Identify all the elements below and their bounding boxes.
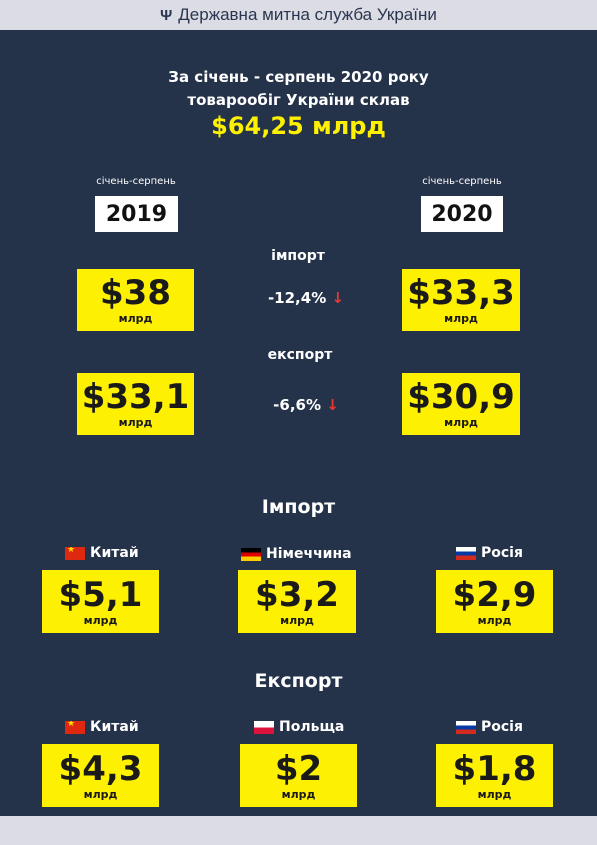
country-name: Польща <box>279 719 345 735</box>
import-germany-value: $3,2 <box>255 574 339 615</box>
footer-bar <box>0 816 597 845</box>
country-name: Китай <box>90 719 139 735</box>
china-flag-icon: ★ <box>65 720 85 734</box>
import-2020-box: $33,3 млрд <box>402 269 520 331</box>
header-title: Державна митна служба України <box>178 5 437 24</box>
import-change-value: -12,4% <box>267 289 327 307</box>
import-label: імпорт <box>271 248 325 264</box>
import-2019-box: $38 млрд <box>77 269 194 331</box>
import-change: -12,4% ↓ <box>226 289 386 307</box>
import-2019-value: $38 <box>100 273 171 313</box>
export-poland-value: $2 <box>274 748 323 789</box>
export-2020-box: $30,9 млрд <box>402 373 520 435</box>
export-china-value: $4,3 <box>58 748 143 789</box>
country-name: Росія <box>481 719 523 735</box>
export-russia-value: $1,8 <box>452 748 537 789</box>
export-2019-value: $33,1 <box>81 377 190 417</box>
import-country-russia: Росія <box>456 545 523 561</box>
import-russia-box: $2,9 млрд <box>436 570 553 633</box>
header-bar: Ψ Державна митна служба України <box>0 0 597 30</box>
export-section-title: Експорт <box>254 670 343 692</box>
headline-line2: товарообіг України склав <box>187 91 410 109</box>
headline-total: $64,25 млрд <box>211 112 386 140</box>
import-china-value: $5,1 <box>58 574 143 615</box>
year-2019: 2019 <box>105 201 168 227</box>
export-china-unit: млрд <box>83 787 118 801</box>
export-poland-box: $2 млрд <box>240 744 357 807</box>
import-germany-box: $3,2 млрд <box>238 570 356 633</box>
down-arrow-icon: ↓ <box>331 289 345 307</box>
export-russia-unit: млрд <box>477 787 512 801</box>
import-country-germany: Німеччина <box>241 546 352 562</box>
import-china-unit: млрд <box>83 613 118 627</box>
export-country-poland: Польща <box>254 719 344 735</box>
country-name: Росія <box>481 545 523 561</box>
export-2019-box: $33,1 млрд <box>77 373 194 435</box>
import-2020-value: $33,3 <box>407 273 515 313</box>
export-label: експорт <box>267 347 333 363</box>
export-change-value: -6,6% <box>273 396 321 414</box>
down-arrow-icon: ↓ <box>326 396 339 414</box>
import-russia-unit: млрд <box>477 613 512 627</box>
export-russia-box: $1,8 млрд <box>436 744 553 807</box>
import-china-box: $5,1 млрд <box>42 570 159 633</box>
year-2020-box: 2020 <box>421 196 503 232</box>
export-china-box: $4,3 млрд <box>42 744 159 807</box>
year-2019-box: 2019 <box>95 196 178 232</box>
headline-line1: За січень - серпень 2020 року <box>168 68 429 86</box>
russia-flag-icon <box>456 546 476 560</box>
period-right-label: січень-серпень <box>422 176 502 187</box>
country-name: Китай <box>90 545 139 561</box>
year-2020: 2020 <box>431 201 493 227</box>
import-russia-value: $2,9 <box>452 574 537 615</box>
trident-icon: Ψ <box>160 6 173 24</box>
import-germany-unit: млрд <box>280 613 314 627</box>
export-2019-unit: млрд <box>118 416 153 429</box>
export-poland-unit: млрд <box>281 787 316 801</box>
russia-flag-icon <box>456 720 476 734</box>
period-left-label: січень-серпень <box>96 176 176 187</box>
poland-flag-icon <box>254 720 274 734</box>
import-2020-unit: млрд <box>444 312 478 325</box>
import-country-china: ★ Китай <box>65 545 139 561</box>
china-flag-icon: ★ <box>65 546 85 560</box>
country-name: Німеччина <box>266 546 352 562</box>
germany-flag-icon <box>241 547 261 561</box>
import-2019-unit: млрд <box>118 312 153 325</box>
export-country-russia: Росія <box>456 719 523 735</box>
export-country-china: ★ Китай <box>65 719 139 735</box>
export-2020-unit: млрд <box>444 416 478 429</box>
export-change: -6,6% ↓ <box>226 396 386 414</box>
export-2020-value: $30,9 <box>407 377 515 417</box>
import-section-title: Імпорт <box>261 496 336 518</box>
